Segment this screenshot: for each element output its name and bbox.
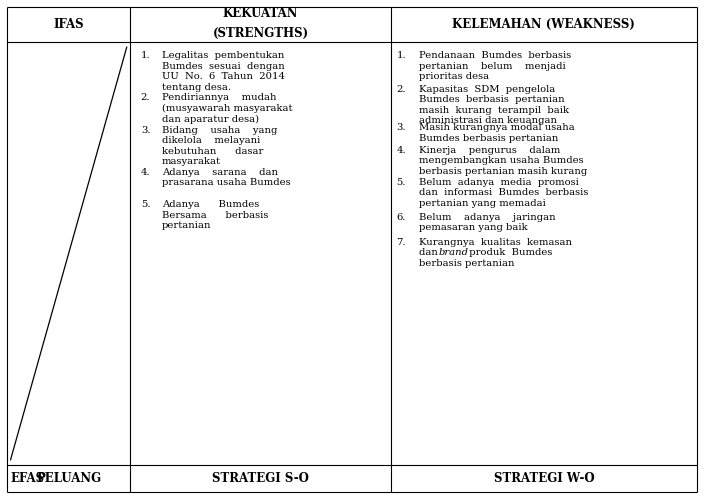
Text: 1.: 1. (396, 51, 406, 60)
Text: STRATEGI W-O: STRATEGI W-O (494, 472, 594, 485)
Text: Pendiriannya    mudah: Pendiriannya mudah (162, 93, 277, 102)
Text: 5.: 5. (141, 200, 150, 209)
Text: 1.: 1. (141, 51, 151, 60)
Text: mengembangkan usaha Bumdes: mengembangkan usaha Bumdes (419, 156, 584, 165)
Text: Legalitas  pembentukan: Legalitas pembentukan (162, 51, 284, 60)
Text: prioritas desa: prioritas desa (419, 72, 489, 81)
Text: Bumdes  sesuai  dengan: Bumdes sesuai dengan (162, 62, 284, 71)
Text: 4.: 4. (396, 146, 406, 155)
Text: STRATEGI S-O: STRATEGI S-O (212, 472, 309, 485)
Text: UU  No.  6  Tahun  2014: UU No. 6 Tahun 2014 (162, 72, 285, 81)
Text: pertanian    belum    menjadi: pertanian belum menjadi (419, 62, 565, 71)
Text: Adanya    sarana    dan: Adanya sarana dan (162, 168, 278, 177)
Text: Bumdes berbasis pertanian: Bumdes berbasis pertanian (419, 134, 558, 143)
Text: 6.: 6. (396, 213, 406, 222)
Text: Belum  adanya  media  promosi: Belum adanya media promosi (419, 178, 579, 187)
Text: 3.: 3. (141, 126, 150, 135)
Text: Masih kurangnya modal usaha: Masih kurangnya modal usaha (419, 123, 574, 132)
Text: Kinerja    pengurus    dalam: Kinerja pengurus dalam (419, 146, 560, 155)
Text: Belum    adanya    jaringan: Belum adanya jaringan (419, 213, 555, 222)
Text: administrasi dan keuangan: administrasi dan keuangan (419, 116, 557, 125)
Text: Kurangnya  kualitas  kemasan: Kurangnya kualitas kemasan (419, 238, 572, 247)
Text: Bersama      berbasis: Bersama berbasis (162, 211, 268, 220)
Text: Bidang    usaha    yang: Bidang usaha yang (162, 126, 277, 135)
Text: pertanian yang memadai: pertanian yang memadai (419, 199, 546, 208)
Text: 5.: 5. (396, 178, 406, 187)
Text: masih  kurang  terampil  baik: masih kurang terampil baik (419, 106, 569, 115)
Text: KELEMAHAN (WEAKNESS): KELEMAHAN (WEAKNESS) (453, 18, 635, 31)
Text: dan  informasi  Bumdes  berbasis: dan informasi Bumdes berbasis (419, 188, 589, 197)
Text: 4.: 4. (141, 168, 151, 177)
Text: EFAS: EFAS (11, 472, 44, 485)
Text: Bumdes  berbasis  pertanian: Bumdes berbasis pertanian (419, 95, 565, 104)
Text: 2.: 2. (396, 85, 406, 94)
Text: (STRENGTHS): (STRENGTHS) (213, 27, 308, 40)
Text: berbasis pertanian masih kurang: berbasis pertanian masih kurang (419, 166, 587, 175)
Text: 2.: 2. (141, 93, 150, 102)
Text: prasarana usaha Bumdes: prasarana usaha Bumdes (162, 178, 291, 187)
Text: produk  Bumdes: produk Bumdes (463, 248, 552, 257)
Text: masyarakat: masyarakat (162, 157, 221, 166)
Text: 7.: 7. (396, 238, 406, 247)
Text: PELUANG: PELUANG (36, 472, 101, 485)
Text: Adanya      Bumdes: Adanya Bumdes (162, 200, 259, 209)
Text: Pendanaan  Bumdes  berbasis: Pendanaan Bumdes berbasis (419, 51, 571, 60)
Text: 3.: 3. (396, 123, 406, 132)
Text: IFAS: IFAS (54, 18, 84, 31)
Text: brand: brand (439, 248, 469, 257)
Text: Kapasitas  SDM  pengelola: Kapasitas SDM pengelola (419, 85, 555, 94)
Text: tentang desa.: tentang desa. (162, 83, 231, 91)
Text: dan aparatur desa): dan aparatur desa) (162, 114, 259, 124)
Text: (musyawarah masyarakat: (musyawarah masyarakat (162, 104, 292, 113)
Text: pemasaran yang baik: pemasaran yang baik (419, 223, 527, 232)
Text: berbasis pertanian: berbasis pertanian (419, 258, 515, 267)
Text: KEKUATAN: KEKUATAN (222, 7, 298, 20)
Text: dan: dan (419, 248, 444, 257)
Text: dikelola    melayani: dikelola melayani (162, 136, 260, 145)
Text: kebutuhan      dasar: kebutuhan dasar (162, 147, 263, 156)
Text: pertanian: pertanian (162, 221, 211, 230)
